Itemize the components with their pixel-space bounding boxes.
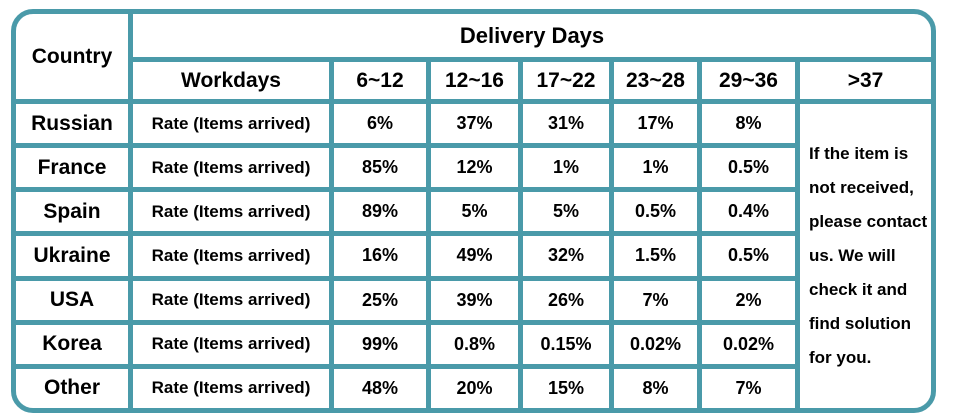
- rate-label-cell: Rate (Items arrived): [133, 148, 329, 188]
- value-cell: 0.02%: [614, 324, 697, 364]
- value-cell: 7%: [614, 280, 697, 320]
- contact-note-cell: If the item is not received, please cont…: [800, 104, 931, 408]
- value-cell: 0.4%: [702, 192, 795, 232]
- value-cell: 85%: [334, 148, 426, 188]
- country-cell-france: France: [16, 148, 128, 188]
- value-cell: 39%: [431, 280, 518, 320]
- note-line: for you.: [809, 347, 872, 367]
- value-cell: 1%: [614, 148, 697, 188]
- country-cell-russian: Russian: [16, 104, 128, 144]
- value-cell: 26%: [523, 280, 609, 320]
- value-cell: 49%: [431, 236, 518, 276]
- value-cell: 17%: [614, 104, 697, 144]
- value-cell: 20%: [431, 368, 518, 408]
- note-line: not received,: [809, 177, 914, 197]
- value-cell: 99%: [334, 324, 426, 364]
- value-cell: 16%: [334, 236, 426, 276]
- value-cell: 32%: [523, 236, 609, 276]
- day-range-header-29-36: 29~36: [702, 62, 795, 99]
- country-cell-spain: Spain: [16, 192, 128, 232]
- value-cell: 31%: [523, 104, 609, 144]
- rate-label-cell: Rate (Items arrived): [133, 280, 329, 320]
- value-cell: 8%: [702, 104, 795, 144]
- rate-label-cell: Rate (Items arrived): [133, 104, 329, 144]
- rate-label-cell: Rate (Items arrived): [133, 368, 329, 408]
- value-cell: 2%: [702, 280, 795, 320]
- value-cell: 5%: [523, 192, 609, 232]
- value-cell: 48%: [334, 368, 426, 408]
- day-range-header-12-16: 12~16: [431, 62, 518, 99]
- day-range-header-17-22: 17~22: [523, 62, 609, 99]
- value-cell: 1.5%: [614, 236, 697, 276]
- value-cell: 1%: [523, 148, 609, 188]
- country-header-cell: Country: [16, 14, 128, 99]
- value-cell: 0.15%: [523, 324, 609, 364]
- day-range-header-23-28: 23~28: [614, 62, 697, 99]
- value-cell: 25%: [334, 280, 426, 320]
- note-line: find solution: [809, 313, 911, 333]
- value-cell: 0.5%: [614, 192, 697, 232]
- rate-label-cell: Rate (Items arrived): [133, 236, 329, 276]
- rate-label-cell: Rate (Items arrived): [133, 324, 329, 364]
- value-cell: 0.5%: [702, 148, 795, 188]
- delivery-days-table: Country Delivery Days Workdays 6~12 12~1…: [11, 9, 936, 413]
- value-cell: 15%: [523, 368, 609, 408]
- value-cell: 5%: [431, 192, 518, 232]
- note-line: please contact: [809, 211, 928, 231]
- note-line: check it and: [809, 279, 908, 299]
- country-cell-usa: USA: [16, 280, 128, 320]
- day-range-header-over-37: >37: [800, 62, 931, 99]
- value-cell: 12%: [431, 148, 518, 188]
- delivery-days-title-cell: Delivery Days: [133, 14, 931, 57]
- value-cell: 7%: [702, 368, 795, 408]
- value-cell: 0.02%: [702, 324, 795, 364]
- note-line: If the item is: [809, 143, 909, 163]
- value-cell: 37%: [431, 104, 518, 144]
- note-line: us. We will: [809, 245, 896, 265]
- day-range-header-6-12: 6~12: [334, 62, 426, 99]
- workdays-header-cell: Workdays: [133, 62, 329, 99]
- country-cell-korea: Korea: [16, 324, 128, 364]
- table-grid: Country Delivery Days Workdays 6~12 12~1…: [16, 14, 931, 408]
- value-cell: 89%: [334, 192, 426, 232]
- value-cell: 0.8%: [431, 324, 518, 364]
- value-cell: 0.5%: [702, 236, 795, 276]
- value-cell: 8%: [614, 368, 697, 408]
- country-cell-other: Other: [16, 368, 128, 408]
- country-cell-ukraine: Ukraine: [16, 236, 128, 276]
- rate-label-cell: Rate (Items arrived): [133, 192, 329, 232]
- value-cell: 6%: [334, 104, 426, 144]
